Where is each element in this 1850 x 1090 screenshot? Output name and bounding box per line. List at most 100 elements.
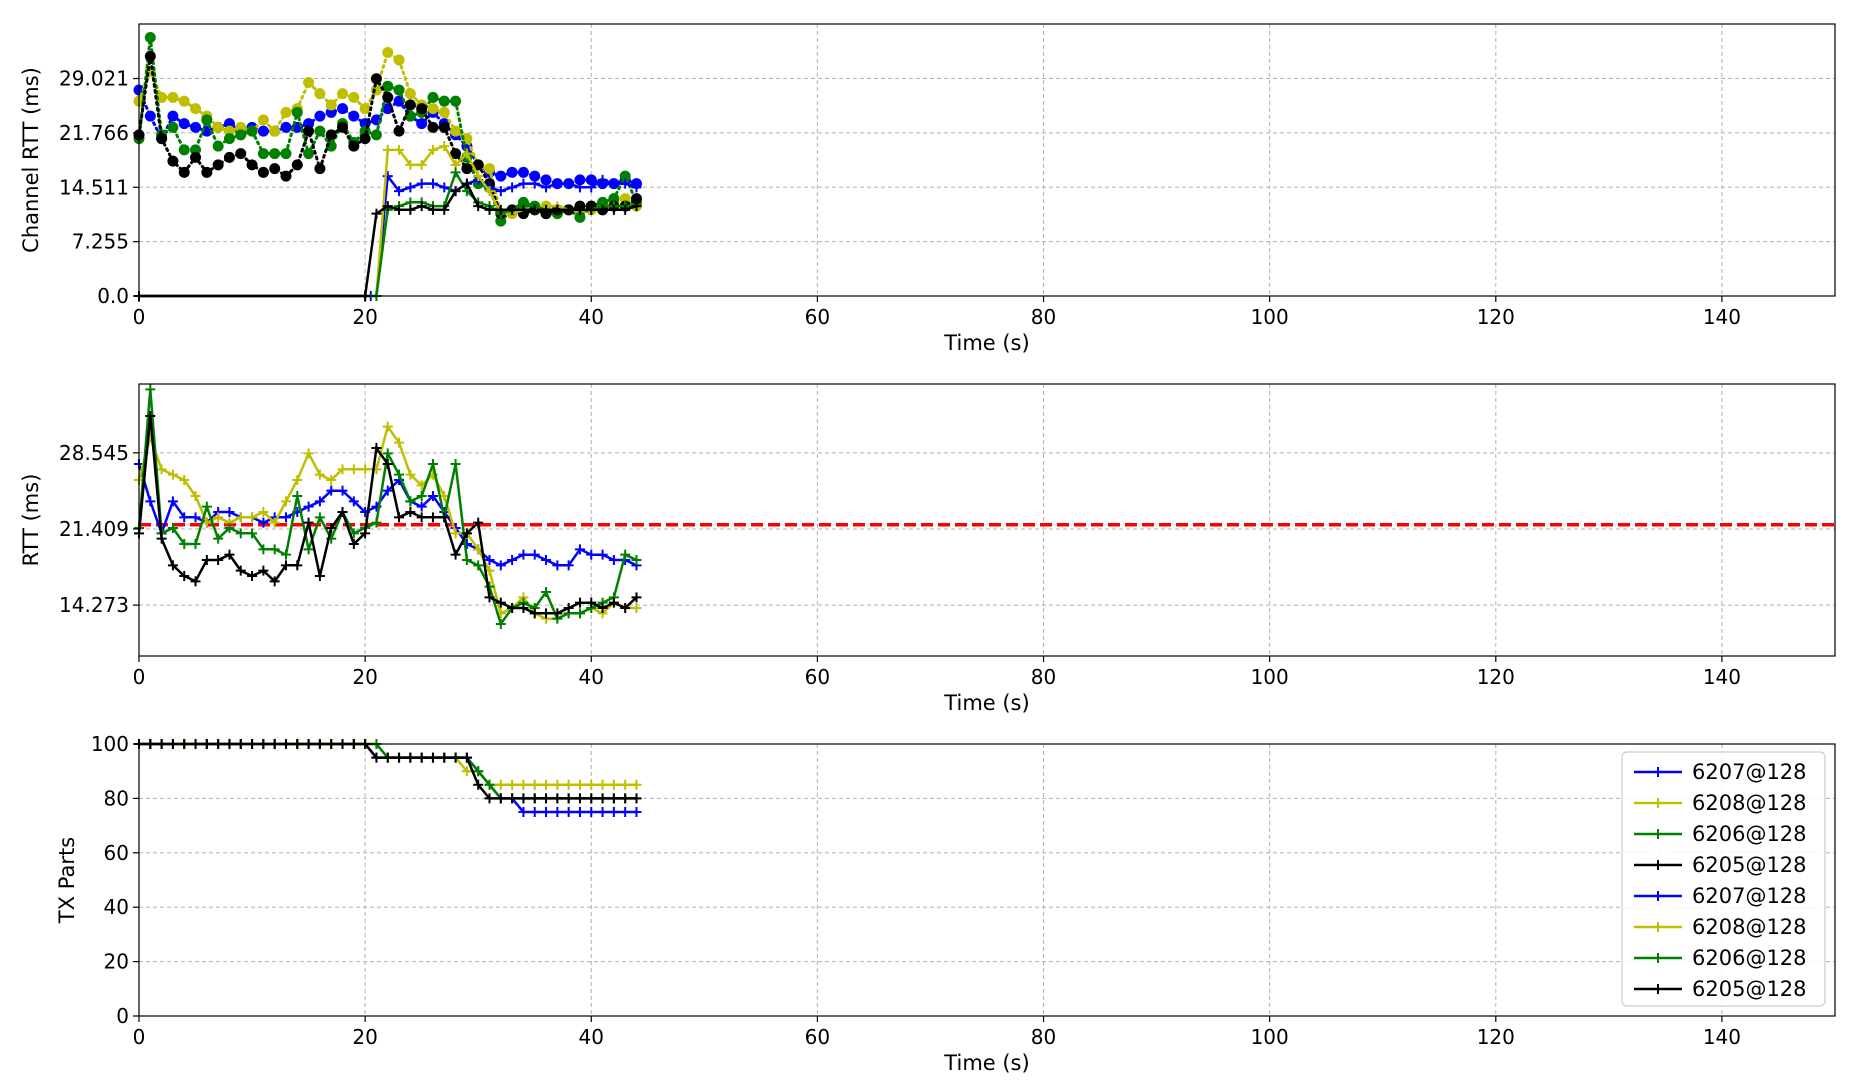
data-point xyxy=(247,571,258,581)
data-point xyxy=(631,807,642,817)
y-tick-label: 14.273 xyxy=(59,593,129,617)
data-point xyxy=(631,592,642,603)
data-point xyxy=(586,204,597,215)
x-tick-label: 140 xyxy=(1703,1025,1741,1049)
data-point xyxy=(280,121,292,133)
data-point xyxy=(179,571,190,581)
data-point xyxy=(473,517,484,528)
data-point xyxy=(326,485,337,496)
data-point xyxy=(144,31,156,43)
legend-label: 6205@128 xyxy=(1692,853,1807,877)
data-point xyxy=(190,512,201,523)
data-point xyxy=(427,204,438,215)
data-point xyxy=(348,140,360,152)
data-point xyxy=(144,50,156,62)
series-line xyxy=(139,742,637,787)
legend-label: 6208@128 xyxy=(1692,915,1807,939)
data-point xyxy=(541,204,552,215)
data-point xyxy=(507,779,518,790)
data-point xyxy=(473,779,484,790)
data-point xyxy=(258,507,269,517)
legend-marker xyxy=(1653,984,1663,994)
data-point xyxy=(212,121,224,133)
data-point xyxy=(394,752,405,763)
data-point xyxy=(574,211,586,223)
data-point xyxy=(269,544,280,555)
data-point xyxy=(190,151,202,163)
data-point xyxy=(213,512,224,523)
data-point xyxy=(541,182,552,193)
data-point xyxy=(427,178,438,189)
data-point xyxy=(405,159,416,170)
data-point xyxy=(371,517,382,528)
data-point xyxy=(439,752,450,763)
data-point xyxy=(179,475,190,485)
data-point xyxy=(473,201,484,212)
data-point xyxy=(224,507,235,517)
data-point xyxy=(586,597,597,608)
data-point xyxy=(280,148,292,160)
data-point xyxy=(608,597,619,608)
data-point xyxy=(518,204,529,215)
data-point xyxy=(393,95,405,107)
data-point xyxy=(167,496,178,507)
data-point xyxy=(382,201,393,212)
x-tick-label: 60 xyxy=(805,665,830,689)
data-point xyxy=(427,512,438,523)
data-point xyxy=(258,544,269,555)
data-point xyxy=(439,512,450,523)
series xyxy=(134,411,642,619)
data-point xyxy=(360,528,371,539)
data-point xyxy=(246,125,258,137)
data-point xyxy=(541,587,552,597)
y-tick-label: 100 xyxy=(91,732,129,756)
data-point xyxy=(518,793,529,804)
data-point xyxy=(427,491,438,501)
data-point xyxy=(314,571,325,581)
data-point xyxy=(484,204,495,215)
data-point xyxy=(224,549,235,560)
data-point xyxy=(450,459,461,469)
y-tick-label: 7.255 xyxy=(72,230,129,254)
data-point xyxy=(495,186,506,197)
data-point xyxy=(438,106,450,118)
data-point xyxy=(394,144,405,155)
data-point xyxy=(167,523,178,533)
data-point xyxy=(314,469,325,480)
y-axis-label: Channel RTT (ms) xyxy=(19,67,43,253)
series xyxy=(134,384,642,629)
data-point xyxy=(314,163,326,175)
data-point xyxy=(190,121,202,133)
data-point xyxy=(382,46,394,58)
data-point xyxy=(145,496,156,507)
series-line xyxy=(139,181,637,298)
data-point xyxy=(495,597,506,608)
data-point xyxy=(620,204,631,215)
data-point xyxy=(235,148,247,160)
data-point xyxy=(473,171,484,182)
legend-marker xyxy=(1653,767,1663,777)
series-line xyxy=(137,55,638,216)
data-point xyxy=(280,512,291,523)
data-point xyxy=(461,178,472,189)
legend-label: 6206@128 xyxy=(1692,822,1807,846)
data-point xyxy=(416,752,427,763)
data-point xyxy=(541,555,552,565)
x-tick-label: 20 xyxy=(352,1025,377,1049)
data-point xyxy=(257,114,269,126)
data-point xyxy=(382,91,394,103)
data-point xyxy=(597,603,608,613)
data-point xyxy=(552,204,563,215)
data-point xyxy=(461,752,472,763)
data-point xyxy=(247,528,258,539)
data-point xyxy=(586,807,597,817)
data-point xyxy=(348,464,359,475)
data-point xyxy=(631,603,642,613)
data-point xyxy=(258,517,269,528)
data-point xyxy=(167,121,179,133)
data-point xyxy=(280,496,291,507)
y-tick-label: 80 xyxy=(104,786,129,810)
legend-marker xyxy=(1653,860,1663,870)
data-point xyxy=(394,437,405,448)
